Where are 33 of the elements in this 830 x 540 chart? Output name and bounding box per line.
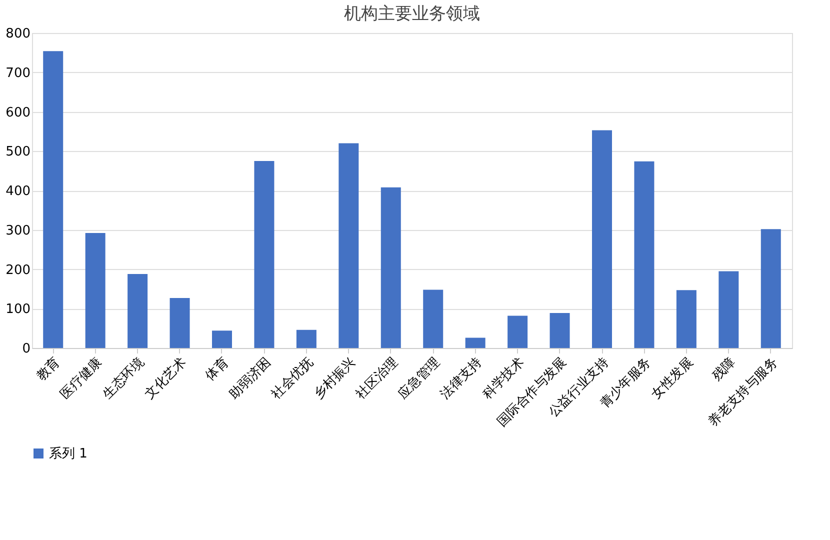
bar (550, 312, 570, 348)
bar (296, 330, 316, 348)
y-tick-label: 100 (6, 302, 30, 318)
bar (254, 160, 274, 348)
y-tick-label: 400 (6, 184, 30, 199)
x-tick-label: 女性发展 (648, 354, 696, 402)
x-tick-label: 残障 (710, 354, 739, 384)
bar (43, 51, 64, 348)
bar (380, 187, 401, 348)
bar (676, 290, 696, 348)
bar (508, 316, 528, 348)
y-tick-label: 500 (6, 144, 30, 160)
bar (128, 274, 148, 348)
bar (338, 143, 359, 348)
y-tick-label: 300 (6, 223, 30, 238)
bar (760, 229, 781, 348)
chart-title: 机构主要业务领域 (344, 4, 480, 24)
bar (592, 130, 612, 348)
y-tick-label: 600 (6, 105, 30, 120)
x-tick-label: 体育 (202, 354, 232, 384)
bar (212, 330, 232, 348)
y-tick-label: 800 (6, 26, 30, 42)
y-tick-label: 0 (22, 342, 30, 356)
bar (85, 233, 106, 348)
bar (634, 161, 654, 348)
bar (423, 290, 444, 348)
y-tick-label: 200 (6, 262, 30, 278)
bar (718, 271, 739, 348)
legend-label: 系列 1 (49, 446, 88, 462)
bar (170, 298, 190, 348)
bar (465, 338, 486, 348)
y-tick-label: 700 (6, 66, 30, 81)
x-tick-label: 教育 (33, 354, 64, 384)
